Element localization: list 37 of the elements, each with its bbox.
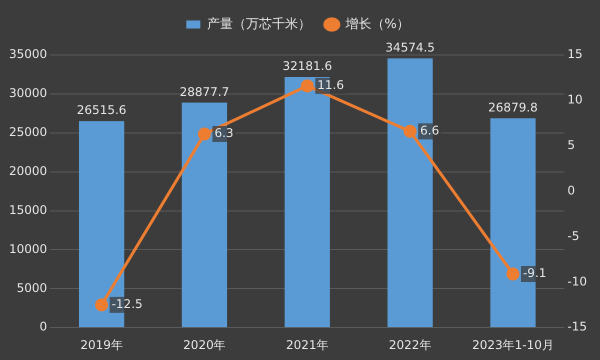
y-tick-label: 10000: [8, 242, 48, 256]
data-label: -9.1: [522, 266, 546, 280]
data-label: 11.6: [317, 78, 344, 92]
y-tick-label: 25000: [8, 125, 48, 140]
point: [95, 298, 108, 312]
point: [506, 267, 520, 280]
y2-tick-label: -5: [567, 228, 580, 243]
y-tick-label: 20000: [8, 164, 48, 178]
y-tick-label: 5000: [16, 280, 48, 295]
data-label: 32181.6: [282, 59, 332, 74]
y2-tick-label: 0: [567, 183, 576, 198]
y2-tick-label: -15: [567, 320, 588, 334]
data-label: 26879.8: [488, 100, 538, 114]
data-label: 26515.6: [76, 103, 126, 118]
x-tick-label: 2023年1-10月: [472, 338, 554, 352]
y2-tick-label: 5: [567, 138, 576, 152]
y-tick-label: 30000: [8, 86, 48, 100]
point: [404, 124, 417, 138]
y-tick-label: 15000: [8, 202, 48, 217]
legend-label: 产量（万芯千米）: [206, 16, 311, 32]
data-label: 28877.7: [180, 84, 230, 99]
point: [198, 128, 211, 141]
data-label: -12.5: [112, 297, 143, 312]
data-label: 6.6: [420, 123, 440, 138]
y-tick-label: 0: [40, 320, 48, 334]
x-tick-label: 2021年: [286, 338, 329, 352]
data-label: 34574.5: [385, 40, 435, 54]
point: [300, 79, 314, 92]
y2-tick-label: 15: [567, 47, 583, 62]
y2-tick-label: 10: [567, 92, 583, 107]
legend-label: 增长（%）: [344, 16, 410, 32]
x-tick-label: 2019年: [80, 338, 123, 352]
y-tick-label: 35000: [8, 47, 48, 62]
x-tick-label: 2020年: [183, 338, 226, 352]
y2-tick-label: -10: [567, 274, 588, 288]
x-tick-label: 2022年: [388, 338, 432, 352]
data-label: 6.3: [214, 126, 234, 140]
